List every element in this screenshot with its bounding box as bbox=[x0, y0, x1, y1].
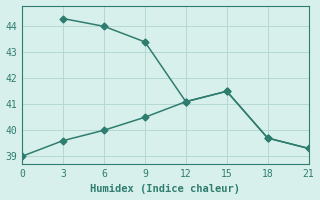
X-axis label: Humidex (Indice chaleur): Humidex (Indice chaleur) bbox=[90, 184, 240, 194]
